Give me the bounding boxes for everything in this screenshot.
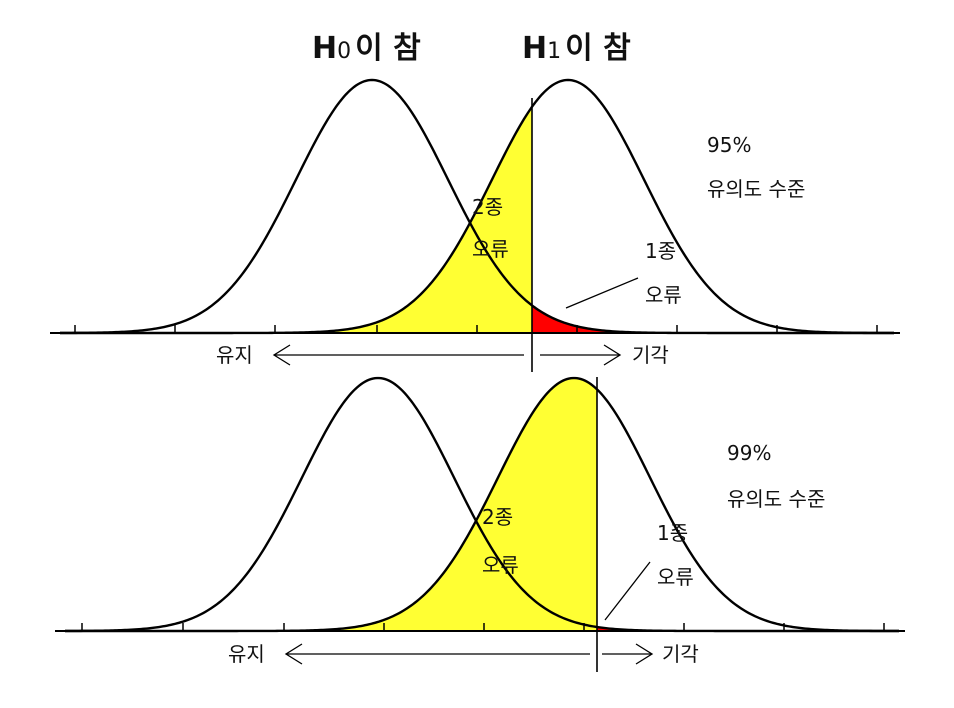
reject-arrow	[540, 344, 622, 366]
reject-label: 기각	[662, 642, 699, 666]
significance-level-label: 유의도 수준	[707, 177, 805, 201]
confidence-level-value: 99%	[727, 441, 771, 465]
type1-error-label-line2: 오류	[645, 283, 682, 307]
confidence-level-value: 95%	[707, 133, 751, 157]
type2-error-label-line1: 2종	[472, 195, 503, 219]
type2-error-label-line2: 오류	[472, 237, 509, 261]
h1-true-label: H1 이 참	[522, 31, 631, 66]
retain-label: 유지	[228, 642, 265, 666]
type1-error-pointer	[565, 277, 639, 309]
type1-error-label-line2: 오류	[657, 565, 694, 589]
type2-error-region	[60, 106, 532, 333]
retain-label: 유지	[216, 343, 253, 367]
panel-95-percent: 95% 유의도 수준 2종 오류 1종 오류 유지 기각	[50, 78, 900, 372]
reject-label: 기각	[632, 343, 669, 367]
type2-error-label-line1: 2종	[482, 505, 513, 529]
significance-level-label: 유의도 수준	[727, 487, 825, 511]
axis-ticks	[81, 623, 885, 631]
retain-arrow	[272, 344, 524, 366]
h0-true-label: H0 이 참	[312, 31, 421, 66]
panel-99-percent: 99% 유의도 수준 2종 오류 1종 오류 유지 기각	[55, 376, 905, 672]
type1-error-label-line1: 1종	[645, 239, 676, 263]
retain-arrow	[284, 643, 590, 665]
type1-error-region	[532, 305, 895, 333]
type1-error-pointer	[604, 561, 651, 621]
type1-error-label-line1: 1종	[657, 521, 688, 545]
type2-error-region	[65, 378, 597, 631]
reject-arrow	[602, 643, 654, 665]
type2-error-label-line2: 오류	[482, 553, 519, 577]
axis-ticks	[74, 325, 878, 333]
